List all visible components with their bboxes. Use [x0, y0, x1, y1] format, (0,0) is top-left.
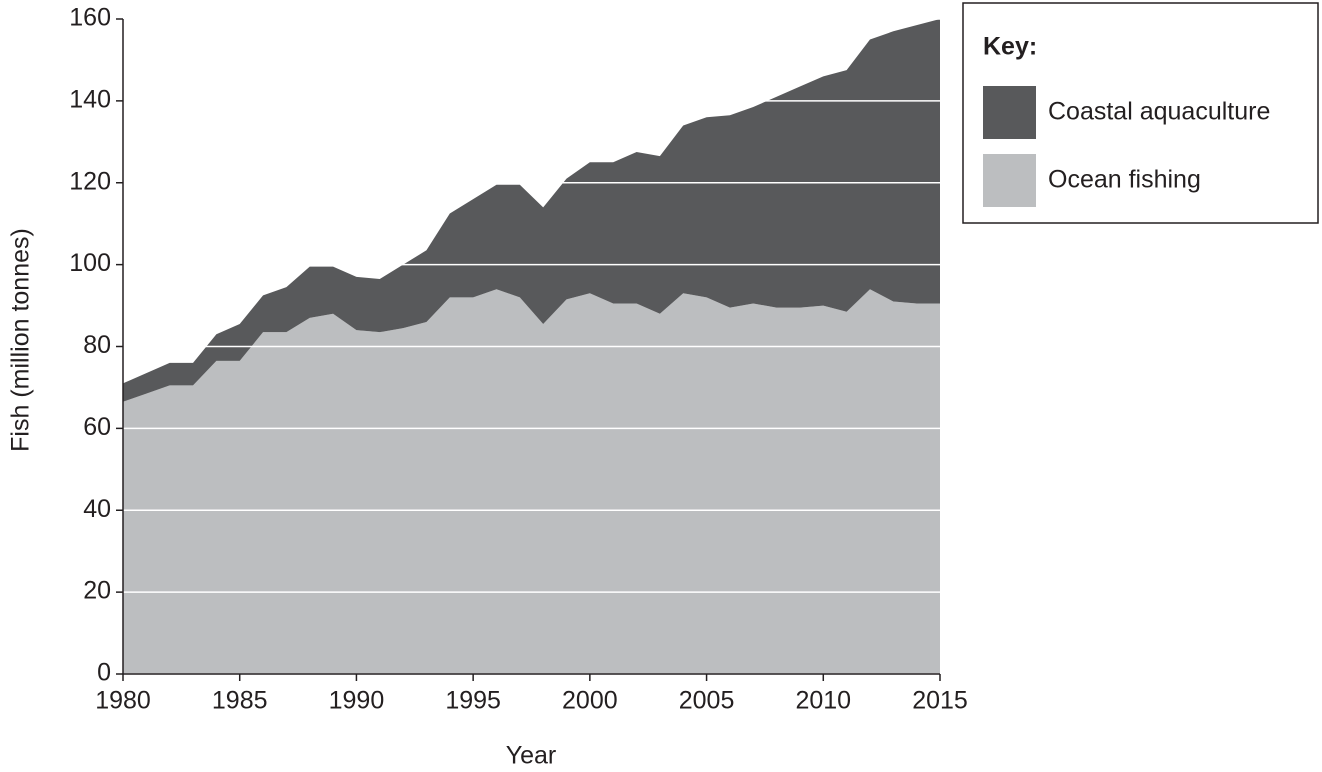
y-tick-label: 20: [83, 577, 111, 605]
y-tick-label: 40: [83, 495, 111, 523]
x-tick-label: 1985: [212, 687, 268, 715]
area: [123, 289, 940, 674]
y-tick-label: 100: [69, 249, 111, 277]
y-tick-label: 160: [69, 4, 111, 32]
x-tick-label: 2015: [912, 687, 968, 715]
legend-label: Coastal aquaculture: [1048, 98, 1270, 126]
y-tick-label: 120: [69, 167, 111, 195]
y-axis-label: Fish (million tonnes): [7, 228, 35, 452]
x-axis-label: Year: [506, 742, 557, 770]
y-tick-label: 140: [69, 85, 111, 113]
x-tick-label: 2010: [795, 687, 851, 715]
area: [123, 19, 940, 402]
legend-swatch: [983, 86, 1036, 139]
y-tick-label: 80: [83, 331, 111, 359]
y-tick-label: 0: [97, 659, 111, 687]
x-tick-label: 1990: [329, 687, 385, 715]
legend-title: Key:: [983, 33, 1037, 61]
x-tick-label: 1995: [445, 687, 501, 715]
legend-label: Ocean fishing: [1048, 166, 1201, 194]
x-tick-label: 1980: [95, 687, 151, 715]
x-tick-label: 2000: [562, 687, 618, 715]
legend-swatch: [983, 154, 1036, 207]
y-tick-label: 60: [83, 413, 111, 441]
x-tick-label: 2005: [679, 687, 735, 715]
